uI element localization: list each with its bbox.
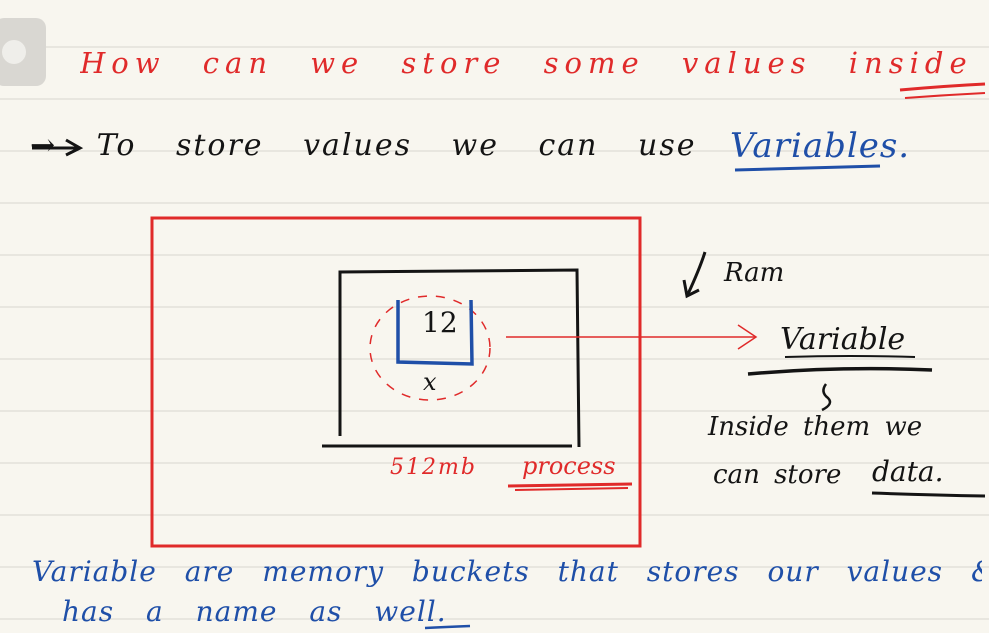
ram-label: Ram — [724, 258, 785, 288]
inside-line3: data. — [872, 455, 944, 488]
process-underline — [507, 482, 633, 488]
process-size: 512mb — [390, 455, 477, 480]
well-underline — [424, 624, 471, 630]
data-underline — [871, 491, 986, 498]
variable-label: Variable — [780, 322, 906, 357]
variable-name: x — [423, 368, 437, 396]
process-box — [150, 216, 642, 548]
heading-text: How can we store some values inside a pr… — [80, 46, 985, 80]
line2-variables: Variables. — [730, 126, 911, 166]
down-squiggle — [821, 383, 832, 412]
variables-underline — [734, 164, 881, 172]
handle-dot — [2, 40, 26, 64]
process-label: process — [522, 452, 616, 480]
line2-prefix: → To store values we can use — [30, 128, 697, 163]
variable-underline — [747, 366, 933, 376]
ram-box — [338, 268, 581, 448]
bucket-value: 12 — [422, 306, 458, 339]
ram-arrow — [686, 251, 707, 295]
variable-bucket — [396, 299, 474, 366]
footer-line2: has a name as well. — [62, 595, 447, 628]
bucket-halo — [369, 295, 491, 401]
inside-line1: Inside them we — [708, 412, 923, 442]
footer-line1: Variable are memory buckets that stores … — [32, 555, 982, 588]
side-panel-handle[interactable] — [0, 18, 46, 86]
program-underline — [899, 82, 986, 92]
inside-line2: can store — [713, 460, 842, 490]
